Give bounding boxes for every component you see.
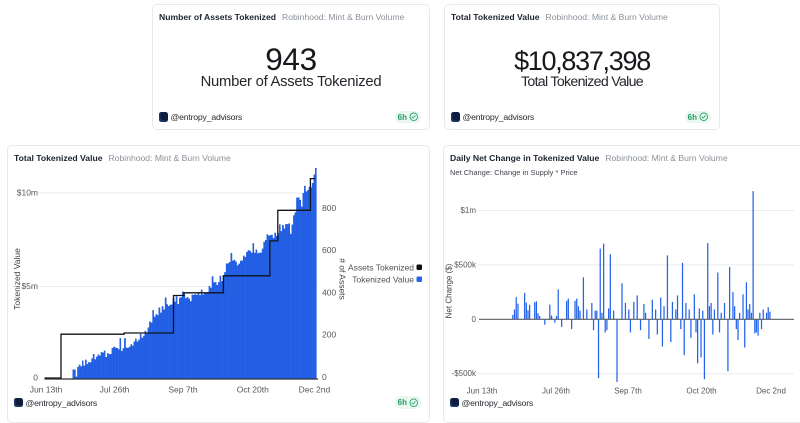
- svg-text:$10m: $10m: [17, 188, 38, 198]
- svg-text:$500k: $500k: [454, 260, 477, 269]
- svg-text:Oct 20th: Oct 20th: [237, 385, 269, 395]
- svg-text:$1m: $1m: [460, 206, 476, 215]
- svg-text:0: 0: [472, 315, 477, 324]
- svg-text:Sep 7th: Sep 7th: [614, 387, 642, 396]
- svg-text:400: 400: [322, 287, 336, 297]
- svg-text:Dec 2nd: Dec 2nd: [756, 387, 786, 396]
- svg-text:600: 600: [322, 245, 336, 255]
- svg-text:0: 0: [322, 372, 327, 382]
- svg-text:Jul 26th: Jul 26th: [100, 385, 130, 395]
- svg-text:Jun 13th: Jun 13th: [467, 387, 498, 396]
- svg-text:Sep 7th: Sep 7th: [168, 385, 198, 395]
- svg-text:Tokenized Value: Tokenized Value: [352, 275, 414, 285]
- svg-text:Jul 26th: Jul 26th: [542, 387, 570, 396]
- svg-text:800: 800: [322, 203, 336, 213]
- svg-text:Jun 13th: Jun 13th: [30, 385, 63, 395]
- svg-text:Net Change ($): Net Change ($): [445, 263, 454, 318]
- svg-text:Oct 20th: Oct 20th: [686, 387, 716, 396]
- svg-text:-$500k: -$500k: [452, 369, 477, 378]
- svg-text:Assets Tokenized: Assets Tokenized: [348, 263, 414, 273]
- svg-text:200: 200: [322, 330, 336, 340]
- svg-text:$5m: $5m: [21, 281, 38, 291]
- svg-text:Tokenized Value: Tokenized Value: [12, 248, 22, 310]
- svg-text:0: 0: [33, 373, 38, 383]
- svg-text:Dec 2nd: Dec 2nd: [299, 385, 331, 395]
- svg-text:# of Assets: # of Assets: [338, 258, 348, 300]
